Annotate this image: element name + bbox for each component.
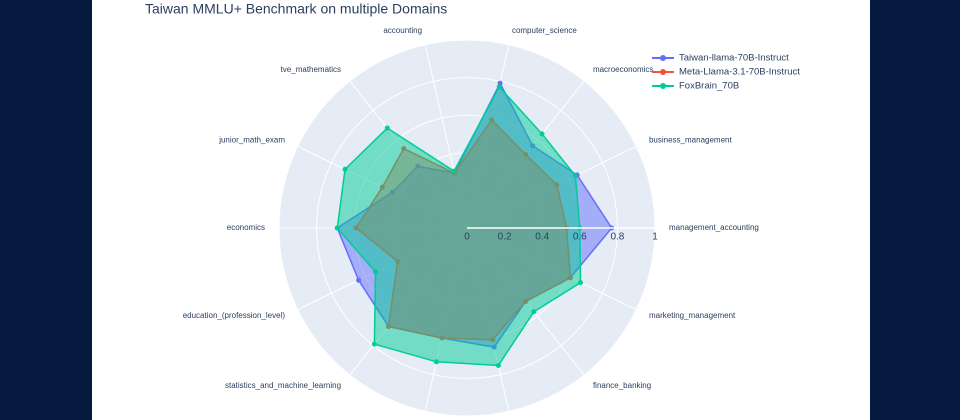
angular-tick-label: junior_math_exam (218, 135, 285, 144)
angular-tick-label: accounting (383, 26, 422, 35)
data-point (531, 309, 537, 315)
angular-tick-label: statistics_and_machine_learning (225, 381, 341, 390)
data-point (371, 341, 377, 347)
data-point (373, 269, 379, 275)
legend-marker (660, 83, 666, 89)
legend-label: Meta-Llama-3.1-70B-Instruct (679, 67, 800, 78)
angular-tick-label: tve_mathematics (281, 65, 341, 74)
data-point (433, 359, 439, 365)
angular-tick-label: management_accounting (669, 223, 759, 232)
data-point (539, 131, 545, 137)
data-point (572, 173, 578, 179)
angular-tick-label: economics (227, 223, 265, 232)
angular-tick-label: macroeconomics (593, 65, 653, 74)
r-tick-label: 0.6 (573, 232, 587, 243)
angular-tick-label: marketing_management (649, 311, 736, 320)
r-tick-label: 0 (464, 232, 470, 243)
chart-title: Taiwan MMLU+ Benchmark on multiple Domai… (145, 1, 447, 17)
legend-label: Taiwan-llama-70B-Instruct (679, 53, 789, 64)
legend-marker (660, 55, 666, 61)
data-point (356, 277, 362, 283)
data-point (496, 84, 502, 90)
data-point (495, 362, 501, 368)
data-point (342, 166, 348, 172)
r-tick-label: 0.8 (610, 232, 624, 243)
r-tick-label: 0.2 (498, 232, 512, 243)
data-point (451, 168, 457, 174)
legend-label: FoxBrain_70B (679, 81, 739, 92)
r-tick-label: 1 (652, 232, 658, 243)
angular-tick-label: finance_banking (593, 381, 651, 390)
data-point (384, 125, 390, 131)
angular-tick-label: business_management (649, 135, 732, 144)
r-tick-label: 0.4 (535, 232, 549, 243)
data-point (334, 225, 340, 231)
angular-tick-label: computer_science (512, 26, 577, 35)
data-point (577, 280, 583, 286)
legend-marker (660, 69, 666, 75)
angular-tick-label: education_(profession_level) (183, 311, 286, 320)
